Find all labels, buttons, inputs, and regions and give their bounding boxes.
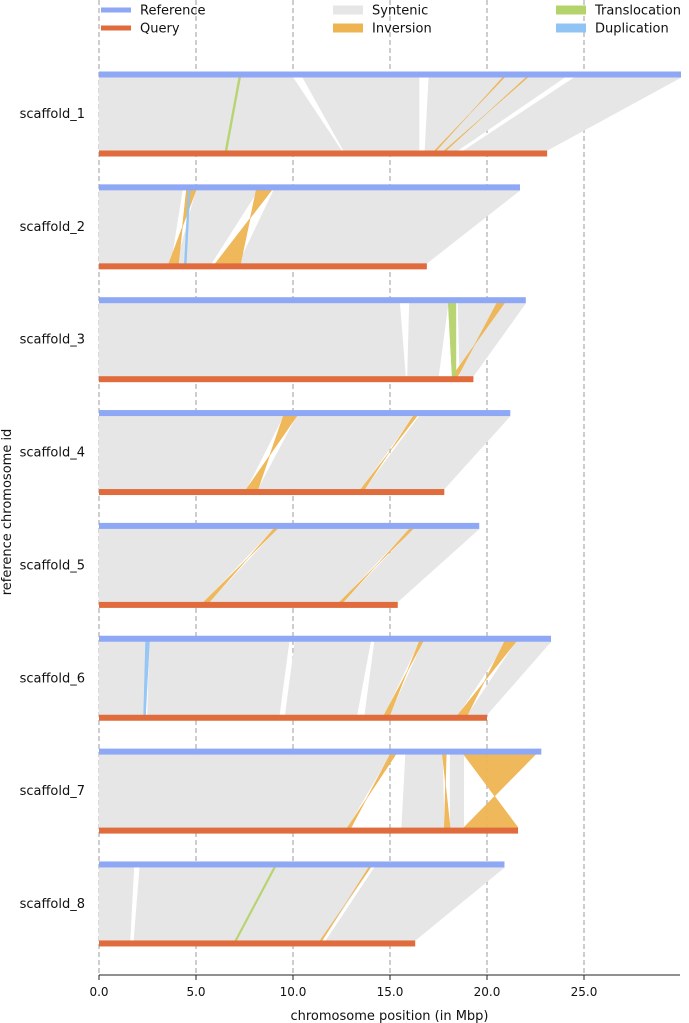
- legend-swatch: [333, 5, 363, 15]
- x-axis-label: chromosome position (in Mbp): [290, 1009, 488, 1023]
- legend-swatch: [101, 25, 131, 31]
- query-bar: [99, 489, 445, 496]
- x-tick-label: 20.0: [474, 985, 501, 999]
- legend-swatch: [101, 7, 131, 13]
- syntenic-band: [449, 754, 464, 828]
- reference-bar: [99, 861, 505, 868]
- query-bar: [99, 601, 398, 608]
- legend-label: Query: [140, 22, 180, 37]
- chromosome-label: scaffold_4: [20, 446, 85, 461]
- syntenic-band: [98, 77, 342, 151]
- legend-label: Duplication: [595, 22, 669, 37]
- reference-bar: [99, 635, 552, 642]
- query-bar: [99, 827, 519, 834]
- syntenic-band: [98, 754, 391, 828]
- reference-bar: [99, 748, 542, 755]
- legend-swatch: [556, 23, 586, 33]
- legend-label: Inversion: [372, 22, 432, 37]
- query-bar: [99, 150, 548, 157]
- query-bar: [99, 263, 427, 270]
- syntenic-band: [98, 867, 135, 941]
- syntenic-band: [284, 641, 371, 715]
- syntenic-band: [98, 302, 406, 377]
- chromosome-label: scaffold_6: [20, 671, 85, 686]
- query-bar: [99, 940, 416, 947]
- legend: Reference Query Syntenic Inversion Transloca…: [101, 4, 681, 37]
- x-tick-label: 5.0: [186, 985, 205, 999]
- x-tick-label: 25.0: [571, 985, 598, 999]
- reference-bar: [99, 184, 520, 191]
- reference-bar: [99, 522, 480, 529]
- syntenic-band: [401, 754, 445, 828]
- legend-swatch: [556, 5, 586, 15]
- chromosome-label: scaffold_8: [20, 897, 85, 912]
- query-bar: [99, 376, 474, 383]
- reference-bar: [99, 297, 526, 304]
- x-tick-label: 0.0: [89, 985, 108, 999]
- x-tick-label: 10.0: [280, 985, 307, 999]
- inversion-band: [463, 754, 537, 828]
- x-axis: 0.0 5.0 10.0 15.0 20.0 25.0: [89, 974, 680, 999]
- chromosome-labels: scaffold_1 scaffold_2 scaffold_3 scaffold_4…: [20, 107, 85, 912]
- legend-swatch: [333, 23, 363, 33]
- x-tick-label: 15.0: [377, 985, 404, 999]
- query-bar: [99, 714, 487, 721]
- legend-label: Translocation: [594, 4, 681, 19]
- translocation-band: [447, 302, 457, 377]
- syntenic-band: [98, 190, 183, 264]
- legend-label: Syntenic: [372, 4, 428, 19]
- syntenic-band: [147, 641, 290, 715]
- syntenic-band: [98, 641, 148, 715]
- chromosome-label: scaffold_5: [20, 558, 85, 573]
- chromosome-label: scaffold_2: [20, 220, 85, 235]
- alignment-bands: [98, 77, 682, 941]
- reference-bar: [99, 410, 511, 417]
- chromosome-label: scaffold_1: [20, 107, 85, 122]
- y-axis-label: reference chromosome id: [0, 429, 15, 596]
- legend-label: Reference: [140, 4, 205, 19]
- chromosome-label: scaffold_7: [20, 784, 85, 799]
- reference-bar: [99, 71, 681, 78]
- chromosome-label: scaffold_3: [20, 333, 85, 348]
- chromosome-bars: [99, 71, 681, 947]
- syntenic-band: [407, 302, 449, 377]
- syntenic-band: [238, 190, 521, 264]
